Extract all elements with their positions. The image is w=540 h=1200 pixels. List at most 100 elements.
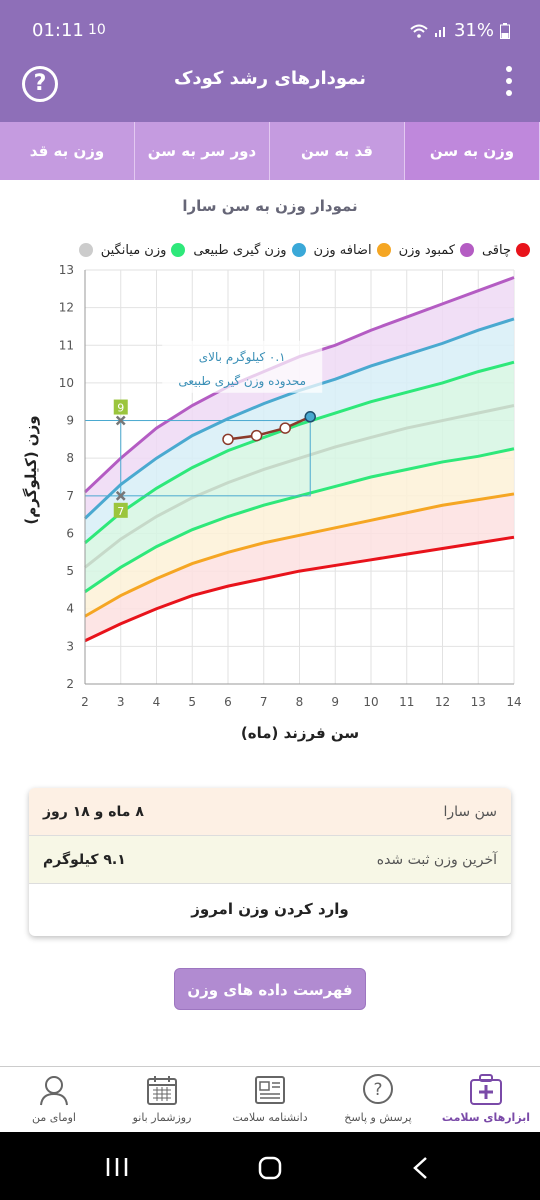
weight-list-button[interactable]: فهرست داده های وزن سارا [174,968,366,1041]
status-bar: 01:11 10 31% [0,0,540,44]
y-tick-label: 4 [66,602,74,616]
y-tick-label: 12 [59,301,74,315]
home-icon[interactable] [258,1156,282,1180]
nav-calendar[interactable]: روزشمار بانو [108,1067,216,1132]
tab-head-circumference[interactable]: دور سر به سن [135,122,270,180]
tab-weight-for-age[interactable]: وزن به سن [405,122,540,180]
x-tick-label: 2 [81,695,89,709]
legend-item-underweight[interactable]: کمبود وزن [399,238,474,262]
x-tick-label: 6 [224,695,232,709]
legend-dot [78,243,93,257]
annotation-line2: محدوده وزن گیری طبیعی [178,374,306,389]
legend-item-obese[interactable]: چاقی [482,238,530,262]
child-weight-point [250,429,263,442]
child-weight-line [227,415,311,441]
band-underweight [85,493,514,641]
nav-encyclopedia[interactable]: دانشنامه سلامت [216,1067,324,1132]
y-tick-label: 3 [66,639,74,653]
child-weight-point [222,433,234,446]
legend-dot [291,243,306,257]
legend-dot [516,243,530,257]
growth-chart: 2 3 4 5 6 7 8 9 10 11 12 13 14 2 3 4 5 6 7 8 9 10 11 12 13 9 7 ٠.١ … [59,263,522,709]
annotation-bg [162,340,323,393]
legend-item-overweight[interactable]: اضافه وزن [314,238,391,262]
marker-badge-label: 9 [117,402,124,415]
legend-end [78,238,93,262]
y-tick-label: 6 [66,526,74,540]
x-tick-label: 7 [260,695,268,709]
status-right: 31% [410,20,510,41]
band-normal-lower [85,448,514,617]
band-overweight [85,318,514,543]
x-tick-label: 12 [435,695,450,709]
x-tick-label: 14 [506,695,521,709]
x-axis-label: سن فرزند (ماه) [240,724,360,742]
weight-value: ۹.۱ کیلوگرم [43,851,126,868]
newspaper-icon [255,1076,285,1104]
bottom-nav: ابزارهای سلامت ? پرسش و پاسخ دانشنامه سل… [0,1066,540,1132]
marker-badge [113,502,128,518]
x-tick-label: 9 [331,695,339,709]
summary-card: سن سارا ۸ ماه و ۱۸ روز آخرین وزن ثبت شده… [29,788,511,936]
legend-item-normal[interactable]: وزن گیری طبیعی [193,238,306,262]
notification-count: 10 [88,22,106,38]
chart-legend: چاقی کمبود وزن اضافه وزن وزن گیری طبیعی … [0,238,540,262]
tab-height-for-age[interactable]: قد به سن [270,122,405,180]
age-value: ۸ ماه و ۱۸ روز [43,803,144,820]
more-vertical-icon [506,66,512,72]
x-tick-label: 4 [153,695,161,709]
curve-average [84,404,515,569]
question-circle-icon: ? [33,71,47,96]
x-tick-label: 5 [188,695,196,709]
battery-icon [500,22,510,39]
legend-item-average[interactable]: وزن میانگین [101,238,186,262]
back-icon[interactable] [410,1156,432,1180]
y-tick-label: 10 [59,376,74,390]
child-weight-latest-point [304,411,316,423]
y-tick-label: 13 [59,263,74,277]
weight-label: آخرین وزن ثبت شده [376,851,497,868]
marker-x [115,490,126,501]
curve-severe [84,535,515,643]
nav-health-tools[interactable]: ابزارهای سلامت [432,1067,540,1132]
page-title: نمودارهای رشد کودک [173,68,367,89]
x-tick-label: 11 [399,695,414,709]
y-tick-label: 8 [66,451,74,465]
annotation-line1: ٠.١ کیلوگرم بالای [199,350,286,365]
wifi-icon [410,24,428,38]
battery-percent: 31% [453,20,494,41]
tab-weight-for-height[interactable]: وزن به قد [0,122,135,180]
age-label: سن سارا [443,803,497,820]
health-kit-icon [470,1074,502,1105]
range-box [120,420,311,497]
x-tick-label: 10 [363,695,378,709]
y-tick-label: 9 [66,414,74,428]
recent-apps-icon[interactable] [104,1156,130,1178]
band-obese [85,277,514,519]
curve-underweight [84,492,515,618]
chart-heading: نمودار وزن به سن سارا [182,197,358,215]
enter-weight-button[interactable]: وارد کردن وزن امروز [191,900,349,918]
legend-dot [459,243,474,257]
profile-icon [40,1076,68,1106]
system-nav-bar [0,1132,540,1200]
child-weight-point [279,422,291,434]
nav-qa[interactable]: ? پرسش و پاسخ [324,1067,432,1132]
band-average [85,405,514,592]
marker-badge-label: 7 [117,505,124,518]
tab-bar: وزن به قد دور سر به سن قد به سن وزن به س… [0,122,540,180]
band-normal-upper [85,362,514,568]
y-tick-label: 7 [66,489,74,503]
age-row: سن سارا ۸ ماه و ۱۸ روز [29,788,511,836]
calendar-icon [147,1076,177,1105]
y-tick-label: 11 [59,338,74,352]
x-tick-label: 13 [471,695,486,709]
marker-badge [113,399,128,415]
help-button[interactable]: ? [22,66,58,102]
y-axis-label: وزن (کیلوگرم) [22,415,40,525]
x-tick-label: 8 [296,695,304,709]
curve-normal-upper [84,360,515,545]
nav-profile[interactable]: اومای من [0,1067,108,1132]
marker-x [115,415,126,426]
more-menu-button[interactable] [504,66,514,102]
